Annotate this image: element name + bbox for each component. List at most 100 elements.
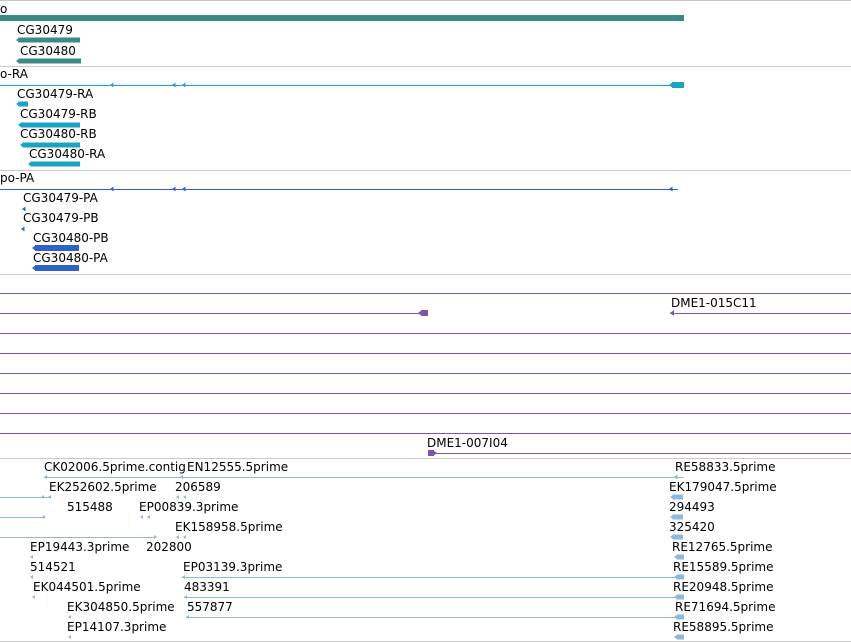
est-re58895-arrow <box>674 634 678 640</box>
est-re12765-body <box>676 554 684 560</box>
est-ck02006-arrow <box>44 475 47 479</box>
est-label-re12765[interactable]: RE12765.5prime <box>672 540 773 554</box>
gene-label-o[interactable]: o <box>0 2 8 16</box>
transcript-o-ra-exon-2 <box>172 82 176 88</box>
est-ep00839-b <box>147 515 150 519</box>
est-label-re20948[interactable]: RE20948.5prime <box>673 580 774 594</box>
est-label-re58833[interactable]: RE58833.5prime <box>675 460 776 474</box>
est-re71694-body <box>676 614 684 620</box>
est-re15589-body <box>676 574 684 580</box>
est-ek179047-arrow <box>670 494 674 500</box>
gene-cg30479-arrow <box>16 37 20 43</box>
gene-cg30480-body <box>18 58 81 64</box>
est-ek252602-b <box>48 495 51 499</box>
est-re58833-arrow <box>674 474 678 480</box>
clone-dme1-007i04-start-body <box>428 450 434 456</box>
est-ek158958-a <box>176 535 179 539</box>
transcript-cg30479-rb-body <box>20 122 80 128</box>
est-label-202800[interactable]: 202800 <box>146 540 192 554</box>
transcript-label-cg30480-rb[interactable]: CG30480-RB <box>20 127 97 141</box>
est-re20948-body <box>676 594 684 600</box>
est-re58895-body <box>676 634 684 640</box>
protein-label-cg30480-pa[interactable]: CG30480-PA <box>33 251 108 265</box>
transcript-cg30480-ra-body <box>30 161 80 167</box>
protein-po-pa-seg-3 <box>182 186 186 192</box>
protein-po-pa-seg-4 <box>669 186 673 192</box>
est-label-re71694[interactable]: RE71694.5prime <box>675 600 776 614</box>
est-label-ep14107[interactable]: EP14107.3prime <box>67 620 167 634</box>
protein-cg30480-pb-body <box>35 245 79 251</box>
est-294493-arrow <box>670 514 674 520</box>
est-label-483391[interactable]: 483391 <box>184 580 230 594</box>
clone-dme1-015c11-arrow <box>670 310 674 316</box>
clone-left-end-body <box>421 310 428 316</box>
transcript-o-ra-exon-1 <box>110 82 114 88</box>
est-514521-arrow <box>30 575 33 579</box>
protein-po-pa-seg-2 <box>172 186 176 192</box>
est-206589-b <box>183 495 186 499</box>
protein-cg30479-pa <box>22 206 26 212</box>
protein-cg30480-pa-body <box>35 265 79 271</box>
est-ek044501-arrow <box>32 595 35 599</box>
est-re12765-arrow <box>674 554 678 560</box>
transcript-label-o-ra[interactable]: o-RA <box>0 67 28 81</box>
est-label-ek158958[interactable]: EK158958.5prime <box>175 520 283 534</box>
est-label-514521[interactable]: 514521 <box>30 560 76 574</box>
protein-cg30480-pa-arrow <box>32 265 36 271</box>
est-re20948-arrow <box>674 594 678 600</box>
clone-label-dme1-015c11[interactable]: DME1-015C11 <box>671 296 757 310</box>
transcript-label-cg30480-ra[interactable]: CG30480-RA <box>29 147 106 161</box>
est-label-515488[interactable]: 515488 <box>67 500 113 514</box>
protein-cg30480-pb-arrow <box>32 245 36 251</box>
est-label-re58895[interactable]: RE58895.5prime <box>673 620 774 634</box>
est-label-ep03139[interactable]: EP03139.3prime <box>183 560 283 574</box>
gene-label-cg30480[interactable]: CG30480 <box>20 44 76 58</box>
gene-label-cg30479[interactable]: CG30479 <box>17 23 73 37</box>
gene-cg30480-arrow <box>16 58 20 64</box>
est-515488-arrow <box>43 515 46 519</box>
gene-bar-o <box>0 15 684 21</box>
est-202800-arrow <box>154 535 157 539</box>
est-label-en12555[interactable]: EN12555.5prime <box>187 460 289 474</box>
transcript-cg30480-rb-body <box>22 142 80 148</box>
est-ek158958-b <box>183 535 186 539</box>
protein-label-cg30480-pb[interactable]: CG30480-PB <box>33 231 109 245</box>
transcript-cg30480-ra-arrow <box>28 161 32 167</box>
est-label-re15589[interactable]: RE15589.5prime <box>673 560 774 574</box>
est-label-294493[interactable]: 294493 <box>669 500 715 514</box>
est-ep03139-arrow <box>182 575 185 579</box>
est-label-206589[interactable]: 206589 <box>175 480 221 494</box>
est-325420-body <box>672 534 683 540</box>
est-ek179047-body <box>672 494 683 500</box>
protein-cg30479-pb <box>21 226 25 232</box>
est-label-557877[interactable]: 557877 <box>187 600 233 614</box>
est-label-325420[interactable]: 325420 <box>669 520 715 534</box>
protein-label-cg30479-pb[interactable]: CG30479-PB <box>23 211 99 225</box>
est-label-ep00839[interactable]: EP00839.3prime <box>139 500 239 514</box>
est-557877-arrow <box>186 615 189 619</box>
est-ep19443-arrow <box>30 555 33 559</box>
est-label-ck02006[interactable]: CK02006.5prime.contig <box>44 460 186 474</box>
est-ep14107-arrow <box>68 635 71 639</box>
protein-po-pa-seg-1 <box>110 186 114 192</box>
est-re15589-arrow <box>674 574 678 580</box>
est-label-ek252602[interactable]: EK252602.5prime <box>49 480 157 494</box>
est-294493-body <box>672 514 683 520</box>
gene-cg30479-body <box>18 37 80 43</box>
est-206589-a <box>176 495 179 499</box>
est-label-ek044501[interactable]: EK044501.5prime <box>33 580 141 594</box>
transcript-label-cg30479-rb[interactable]: CG30479-RB <box>20 107 97 121</box>
est-label-ek179047[interactable]: EK179047.5prime <box>669 480 777 494</box>
transcript-o-ra-exon-3 <box>182 82 186 88</box>
est-label-ek304850[interactable]: EK304850.5prime <box>67 600 175 614</box>
protein-label-po-pa[interactable]: po-PA <box>0 171 35 185</box>
transcript-o-ra-exon-4-body <box>672 82 684 88</box>
est-label-ep19443[interactable]: EP19443.3prime <box>30 540 130 554</box>
transcript-label-cg30479-ra[interactable]: CG30479-RA <box>17 87 94 101</box>
clone-label-dme1-007i04[interactable]: DME1-007I04 <box>427 436 508 450</box>
transcript-o-ra-exon-4-arrow <box>669 82 673 88</box>
est-ek304850-arrow <box>68 615 71 619</box>
transcript-cg30480-rb-arrow <box>20 142 24 148</box>
protein-label-cg30479-pa[interactable]: CG30479-PA <box>23 191 98 205</box>
